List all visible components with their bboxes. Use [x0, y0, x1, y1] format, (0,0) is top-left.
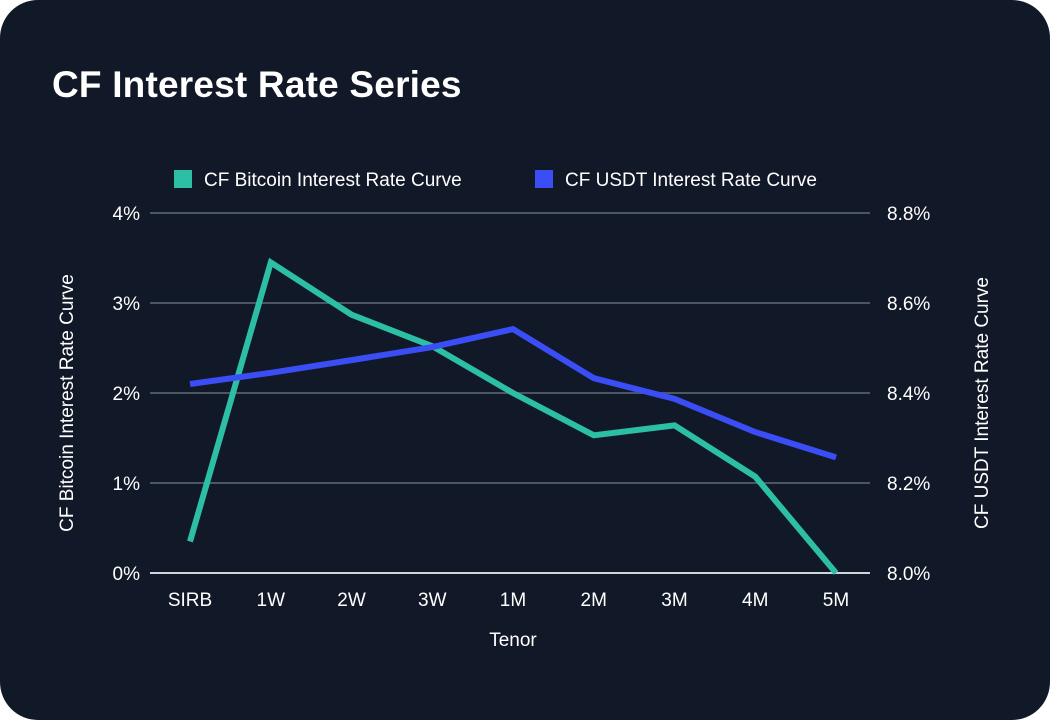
- x-tick-label: 4M: [742, 590, 768, 611]
- usdt-series-line[interactable]: [189, 325, 837, 461]
- legend-swatch-usdt: [535, 170, 553, 188]
- left-axis-title: CF Bitcoin Interest Rate Curve: [57, 274, 78, 532]
- x-tick-label: 2W: [337, 590, 366, 611]
- right-axis-title: CF USDT Interest Rate Curve: [972, 277, 993, 529]
- bitcoin-point[interactable]: [510, 390, 516, 396]
- x-axis-ticks: SIRB 1W 2W 3W 1M 2M 3M 4M 5M: [168, 590, 849, 611]
- x-tick-label: 3W: [418, 590, 447, 611]
- bitcoin-point[interactable]: [187, 539, 193, 545]
- left-tick-label: 4%: [113, 204, 141, 225]
- x-tick-label: 1W: [257, 590, 286, 611]
- left-tick-label: 3%: [113, 294, 141, 315]
- left-tick-label: 2%: [113, 384, 141, 405]
- left-axis-ticks: 0% 1% 2% 3% 4%: [113, 204, 141, 585]
- usdt-point[interactable]: [349, 357, 355, 363]
- left-tick-label: 0%: [113, 564, 141, 585]
- x-tick-label: 2M: [581, 590, 607, 611]
- right-tick-label: 8.2%: [887, 474, 930, 495]
- bitcoin-point[interactable]: [268, 260, 274, 266]
- bitcoin-series-line[interactable]: [187, 257, 839, 575]
- usdt-point[interactable]: [672, 396, 678, 402]
- bitcoin-point[interactable]: [752, 474, 758, 480]
- bitcoin-point[interactable]: [349, 312, 355, 318]
- right-axis-ticks: 8.0% 8.2% 8.4% 8.6% 8.8%: [887, 204, 930, 585]
- usdt-point[interactable]: [429, 344, 435, 350]
- usdt-point[interactable]: [187, 381, 193, 387]
- legend-swatch-bitcoin: [174, 170, 192, 188]
- right-tick-label: 8.4%: [887, 384, 930, 405]
- x-axis-title: Tenor: [489, 630, 537, 651]
- page-title: CF Interest Rate Series: [52, 64, 462, 105]
- right-tick-label: 8.6%: [887, 294, 930, 315]
- x-tick-label: 1M: [500, 590, 526, 611]
- x-tick-label: 3M: [661, 590, 687, 611]
- series-lines: [187, 257, 839, 576]
- usdt-point[interactable]: [510, 326, 516, 332]
- usdt-point[interactable]: [752, 429, 758, 435]
- right-tick-label: 8.8%: [887, 204, 930, 225]
- legend[interactable]: CF Bitcoin Interest Rate Curve CF USDT I…: [174, 170, 817, 191]
- x-tick-label: SIRB: [168, 590, 212, 611]
- usdt-point[interactable]: [591, 375, 597, 381]
- legend-label-usdt: CF USDT Interest Rate Curve: [565, 170, 817, 191]
- usdt-point[interactable]: [833, 454, 839, 460]
- x-tick-label: 5M: [823, 590, 849, 611]
- usdt-point[interactable]: [268, 370, 274, 376]
- bitcoin-point[interactable]: [672, 422, 678, 428]
- bitcoin-point[interactable]: [591, 432, 597, 438]
- legend-item-bitcoin[interactable]: CF Bitcoin Interest Rate Curve: [174, 170, 462, 191]
- left-tick-label: 1%: [113, 474, 141, 495]
- bitcoin-point[interactable]: [833, 570, 839, 576]
- legend-item-usdt[interactable]: CF USDT Interest Rate Curve: [535, 170, 817, 191]
- legend-label-bitcoin: CF Bitcoin Interest Rate Curve: [204, 170, 462, 191]
- right-tick-label: 8.0%: [887, 564, 930, 585]
